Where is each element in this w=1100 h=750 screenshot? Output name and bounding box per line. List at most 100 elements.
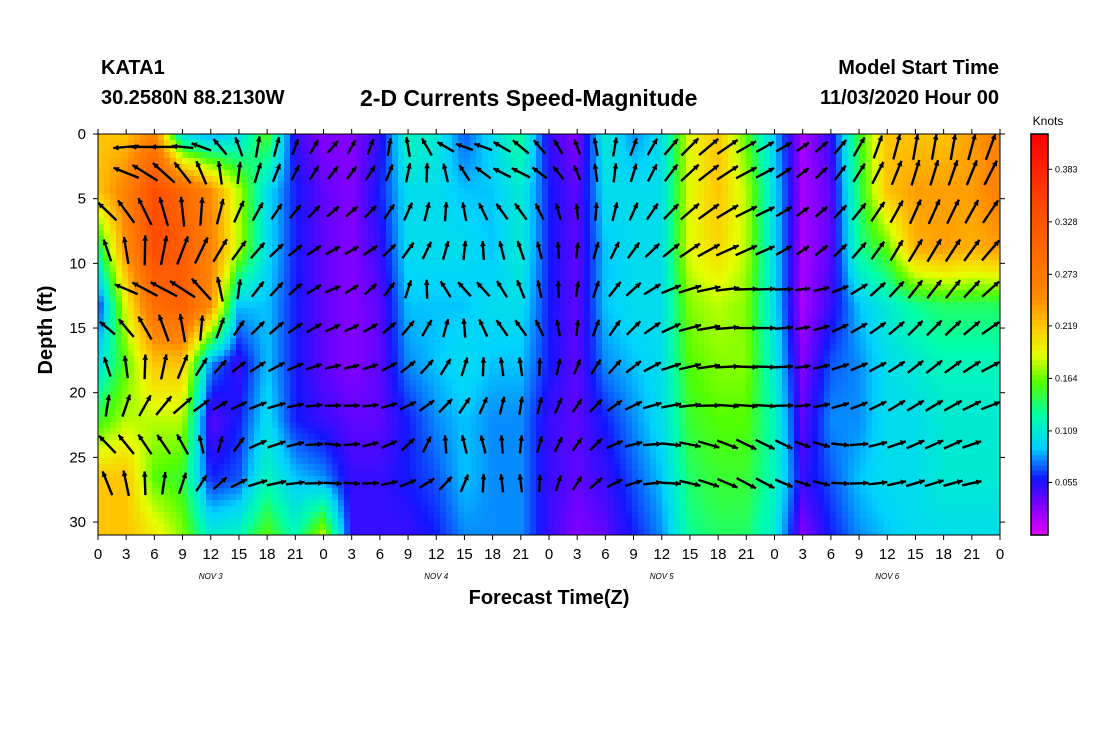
heatmap-cell: [920, 218, 927, 225]
heatmap-cell: [206, 200, 213, 207]
heatmap-cell: [962, 326, 969, 333]
heatmap-cell: [584, 260, 591, 267]
heatmap-cell: [740, 158, 747, 165]
heatmap-cell: [650, 296, 657, 303]
heatmap-cell: [560, 152, 567, 159]
heatmap-cell: [692, 212, 699, 219]
heatmap-cell: [128, 218, 135, 225]
heatmap-cell: [332, 242, 339, 249]
heatmap-cell: [188, 194, 195, 201]
heatmap-cell: [566, 296, 573, 303]
heatmap-cell: [452, 188, 459, 195]
heatmap-cell: [632, 152, 639, 159]
heatmap-cell: [656, 134, 663, 141]
heatmap-cell: [344, 272, 351, 279]
heatmap-cell: [950, 164, 957, 171]
heatmap-cell: [614, 248, 621, 255]
heatmap-cell: [476, 188, 483, 195]
heatmap-cell: [602, 290, 609, 297]
heatmap-cell: [992, 296, 999, 303]
heatmap-cell: [944, 140, 951, 147]
heatmap-cell: [884, 194, 891, 201]
heatmap-cell: [890, 308, 897, 315]
heatmap-cell: [758, 260, 765, 267]
heatmap-cell: [506, 320, 513, 327]
heatmap-cell: [608, 260, 615, 267]
heatmap-cell: [200, 170, 207, 177]
heatmap-cell: [782, 326, 789, 333]
heatmap-cell: [956, 146, 963, 153]
heatmap-cell: [656, 194, 663, 201]
heatmap-cell: [890, 158, 897, 165]
heatmap-cell: [176, 302, 183, 309]
heatmap-cell: [218, 182, 225, 189]
heatmap-cell: [410, 164, 417, 171]
heatmap-cell: [710, 278, 717, 285]
heatmap-cell: [170, 326, 177, 333]
heatmap-cell: [98, 308, 105, 315]
heatmap-cell: [974, 206, 981, 213]
heatmap-cell: [620, 194, 627, 201]
heatmap-cell: [314, 248, 321, 255]
heatmap-cell: [608, 314, 615, 321]
heatmap-cell: [338, 236, 345, 243]
heatmap-cell: [800, 296, 807, 303]
heatmap-cell: [452, 236, 459, 243]
heatmap-cell: [320, 308, 327, 315]
heatmap-cell: [386, 230, 393, 237]
heatmap-cell: [752, 272, 759, 279]
heatmap-cell: [146, 176, 153, 183]
heatmap-cell: [518, 266, 525, 273]
heatmap-cell: [998, 134, 1001, 141]
heatmap-cell: [578, 158, 585, 165]
heatmap-cell: [842, 194, 849, 201]
heatmap-cell: [764, 302, 771, 309]
heatmap-cell: [464, 302, 471, 309]
heatmap-cell: [698, 320, 705, 327]
heatmap-cell: [506, 164, 513, 171]
heatmap-cell: [608, 134, 615, 141]
heatmap-cell: [440, 176, 447, 183]
heatmap-cell: [944, 188, 951, 195]
heatmap-cell: [908, 152, 915, 159]
heatmap-cell: [614, 260, 621, 267]
heatmap-cell: [224, 206, 231, 213]
heatmap-cell: [506, 308, 513, 315]
heatmap-cell: [674, 164, 681, 171]
heatmap-cell: [662, 194, 669, 201]
heatmap-cell: [128, 302, 135, 309]
heatmap-cell: [272, 158, 279, 165]
heatmap-cell: [788, 218, 795, 225]
heatmap-cell: [956, 212, 963, 219]
heatmap-cell: [134, 224, 141, 231]
heatmap-cell: [704, 218, 711, 225]
heatmap-cell: [890, 278, 897, 285]
heatmap-cell: [374, 182, 381, 189]
heatmap-cell: [416, 284, 423, 291]
heatmap-cell: [506, 260, 513, 267]
heatmap-cell: [422, 254, 429, 261]
heatmap-cell: [596, 140, 603, 147]
heatmap-cell: [110, 134, 117, 141]
heatmap-cell: [266, 278, 273, 285]
heatmap-cell: [542, 218, 549, 225]
heatmap-cell: [902, 284, 909, 291]
heatmap-cell: [422, 170, 429, 177]
heatmap-cell: [236, 242, 243, 249]
heatmap-cell: [650, 134, 657, 141]
heatmap-cell: [662, 188, 669, 195]
heatmap-cell: [338, 134, 345, 141]
heatmap-cell: [338, 260, 345, 267]
heatmap-cell: [998, 278, 1001, 285]
heatmap-cell: [950, 272, 957, 279]
heatmap-cell: [524, 212, 531, 219]
heatmap-cell: [626, 194, 633, 201]
heatmap-cell: [224, 314, 231, 321]
heatmap-cell: [170, 206, 177, 213]
heatmap-cell: [386, 290, 393, 297]
heatmap-cell: [944, 266, 951, 273]
heatmap-cell: [992, 290, 999, 297]
heatmap-cell: [626, 266, 633, 273]
heatmap-cell: [296, 314, 303, 321]
heatmap-cell: [722, 194, 729, 201]
